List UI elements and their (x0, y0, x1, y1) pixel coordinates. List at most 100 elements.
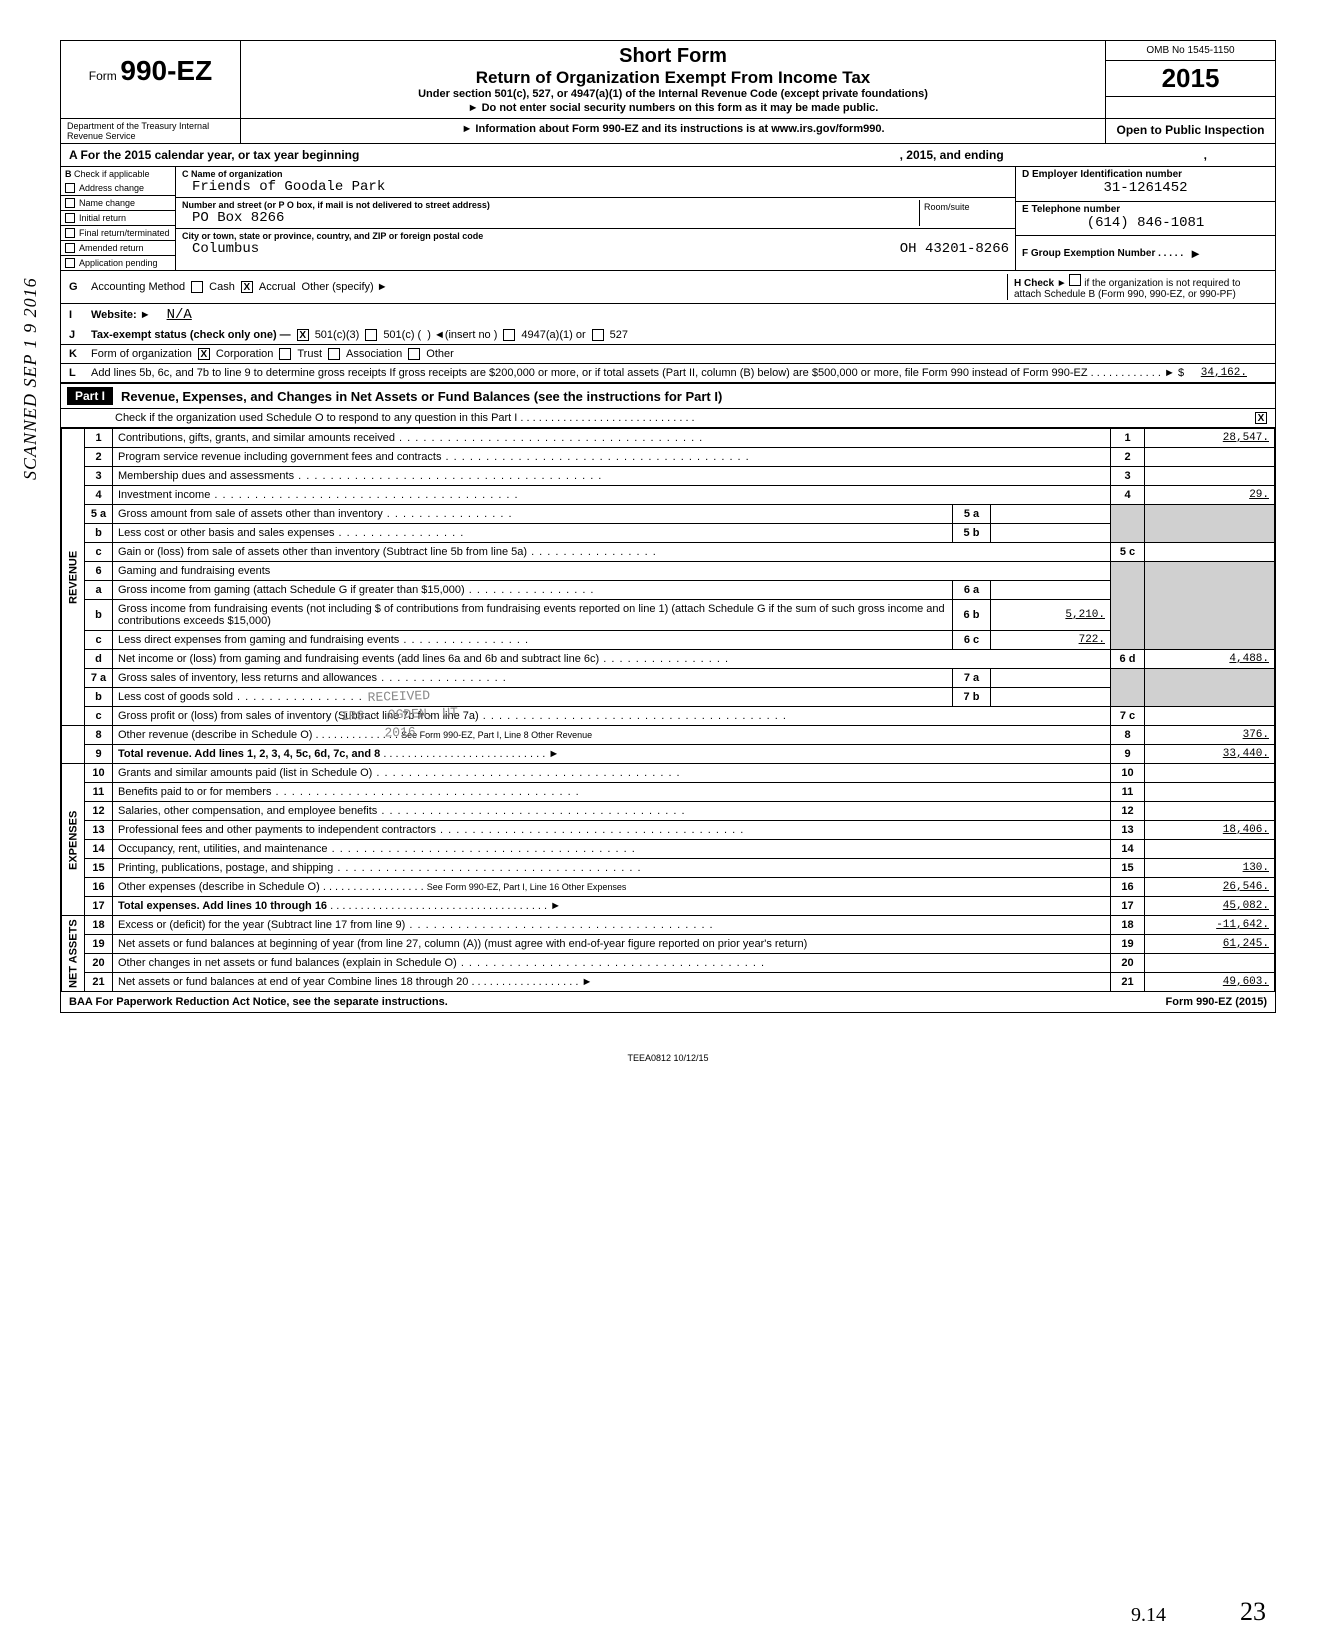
f-arrow: ► (1189, 246, 1202, 261)
line15-val: 130. (1145, 859, 1275, 878)
part1-title: Revenue, Expenses, and Changes in Net As… (121, 389, 722, 404)
check-other[interactable] (408, 348, 420, 360)
line4-desc: Investment income (118, 489, 519, 501)
gross-receipts: 34,162. (1201, 367, 1267, 379)
line6b-val: 5,210. (991, 600, 1111, 631)
check-corp[interactable]: X (198, 348, 210, 360)
check-h[interactable] (1069, 274, 1081, 286)
line15-desc: Printing, publications, postage, and shi… (118, 862, 642, 874)
line4-val: 29. (1145, 486, 1275, 505)
check-501c[interactable] (365, 329, 377, 341)
tax-exempt-label: Tax-exempt status (check only one) — (91, 329, 291, 341)
line6a-desc: Gross income from gaming (attach Schedul… (118, 584, 594, 596)
line16-desc: Other expenses (describe in Schedule O) (118, 881, 320, 893)
handwritten-right: 23 (1240, 1597, 1266, 1627)
line8-val: 376. (1145, 726, 1275, 745)
dept-row: Department of the Treasury Internal Reve… (61, 119, 1275, 144)
line6-desc: Gaming and fundraising events (113, 562, 1111, 581)
line5a-desc: Gross amount from sale of assets other t… (118, 508, 513, 520)
dept-label: Department of the Treasury Internal Reve… (61, 119, 241, 143)
subtitle: Under section 501(c), 527, or 4947(a)(1)… (249, 88, 1097, 100)
part1-check-row: Check if the organization used Schedule … (61, 409, 1275, 428)
line-g-row: G Accounting Method Cash X Accrual Other… (61, 271, 1275, 304)
other-specify: Other (specify) ► (302, 281, 388, 293)
scanned-stamp: SCANNED SEP 1 9 2016 (20, 277, 41, 480)
letter-i: I (69, 309, 85, 321)
cal-year-mid: , 2015, and ending (900, 148, 1004, 162)
check-address-change[interactable]: Address change (61, 181, 175, 196)
form-org-label: Form of organization (91, 348, 192, 360)
form-header: Form 990-EZ Short Form Return of Organiz… (61, 41, 1275, 119)
letter-k: K (69, 348, 85, 360)
phone-value: (614) 846-1081 (1022, 215, 1269, 231)
line9-val: 33,440. (1145, 745, 1275, 764)
check-initial-return[interactable]: Initial return (61, 211, 175, 226)
line3-desc: Membership dues and assessments (118, 470, 602, 482)
line16-val: 26,546. (1145, 878, 1275, 897)
line-i-row: I Website: ► N/A (61, 304, 1275, 326)
c-label: C Name of organization (182, 169, 1009, 179)
warning-line: ► Do not enter social security numbers o… (249, 102, 1097, 114)
tax-year: 2015 (1106, 61, 1275, 97)
line-j-row: J Tax-exempt status (check only one) — X… (61, 326, 1275, 345)
short-form-label: Short Form (249, 45, 1097, 68)
check-final-return[interactable]: Final return/terminated (61, 226, 175, 241)
letter-l: L (69, 367, 85, 379)
f-label: F Group Exemption Number . . . . . (1022, 248, 1183, 259)
section-b: B Check if applicable Address change Nam… (61, 167, 1275, 271)
line6c-val: 722. (991, 631, 1111, 650)
line17-val: 45,082. (1145, 897, 1275, 916)
line5b-desc: Less cost or other basis and sales expen… (118, 527, 464, 539)
check-4947[interactable] (503, 329, 515, 341)
org-state-zip: OH 43201-8266 (890, 241, 1009, 257)
line20-desc: Other changes in net assets or fund bala… (118, 957, 765, 969)
accounting-label: Accounting Method (91, 281, 185, 293)
line19-val: 61,245. (1145, 935, 1275, 954)
check-cash[interactable] (191, 281, 203, 293)
check-pending[interactable]: Application pending (61, 256, 175, 270)
line1-desc: Contributions, gifts, grants, and simila… (118, 432, 703, 444)
form-990ez: Form 990-EZ Short Form Return of Organiz… (60, 40, 1276, 1013)
line21-val: 49,603. (1145, 973, 1275, 992)
side-expenses: EXPENSES (62, 764, 85, 916)
side-revenue: REVENUE (62, 429, 85, 726)
room-suite: Room/suite (919, 200, 1009, 226)
check-amended[interactable]: Amended return (61, 241, 175, 256)
e-label: E Telephone number (1022, 204, 1269, 215)
line-l-text: Add lines 5b, 6c, and 7b to line 9 to de… (91, 367, 1195, 379)
line19-desc: Net assets or fund balances at beginning… (118, 938, 807, 950)
omb-number: OMB No 1545-1150 (1106, 41, 1275, 61)
line1-val: 28,547. (1145, 429, 1275, 448)
line14-desc: Occupancy, rent, utilities, and maintena… (118, 843, 636, 855)
check-assoc[interactable] (328, 348, 340, 360)
check-527[interactable] (592, 329, 604, 341)
form-title-box: Short Form Return of Organization Exempt… (241, 41, 1105, 118)
line9-desc: Total revenue. Add lines 1, 2, 3, 4, 5c,… (118, 748, 380, 760)
line7c-desc: Gross profit or (loss) from sales of inv… (118, 710, 787, 722)
open-to-public: Open to Public Inspection (1105, 119, 1275, 143)
id-column: D Employer Identification number 31-1261… (1015, 167, 1275, 270)
line-k-row: K Form of organization X Corporation Tru… (61, 345, 1275, 364)
addr-label: Number and street (or P O box, if mail i… (182, 200, 919, 210)
check-501c3[interactable]: X (297, 329, 309, 341)
form-number-box: Form 990-EZ (61, 41, 241, 118)
baa-left: BAA For Paperwork Reduction Act Notice, … (69, 996, 448, 1008)
check-schedule-o[interactable]: X (1255, 412, 1267, 424)
line12-desc: Salaries, other compensation, and employ… (118, 805, 686, 817)
handwritten-left: 9.14 (1131, 1604, 1166, 1627)
org-city: Columbus (182, 241, 259, 257)
info-line: ► Information about Form 990-EZ and its … (241, 119, 1105, 143)
check-accrual[interactable]: X (241, 281, 253, 293)
check-trust[interactable] (279, 348, 291, 360)
side-net-assets: NET ASSETS (62, 916, 85, 992)
cal-year-a: A For the 2015 calendar year, or tax yea… (69, 148, 359, 162)
line21-desc: Net assets or fund balances at end of ye… (118, 976, 468, 988)
check-column: B Check if applicable Address change Nam… (61, 167, 176, 270)
line13-desc: Professional fees and other payments to … (118, 824, 744, 836)
line11-desc: Benefits paid to or for members (118, 786, 580, 798)
h-label: H Check ► (1014, 278, 1067, 289)
part1-check-text: Check if the organization used Schedule … (115, 412, 695, 424)
check-name-change[interactable]: Name change (61, 196, 175, 211)
part1-box: Part I (67, 387, 113, 405)
line6d-val: 4,488. (1145, 650, 1275, 669)
